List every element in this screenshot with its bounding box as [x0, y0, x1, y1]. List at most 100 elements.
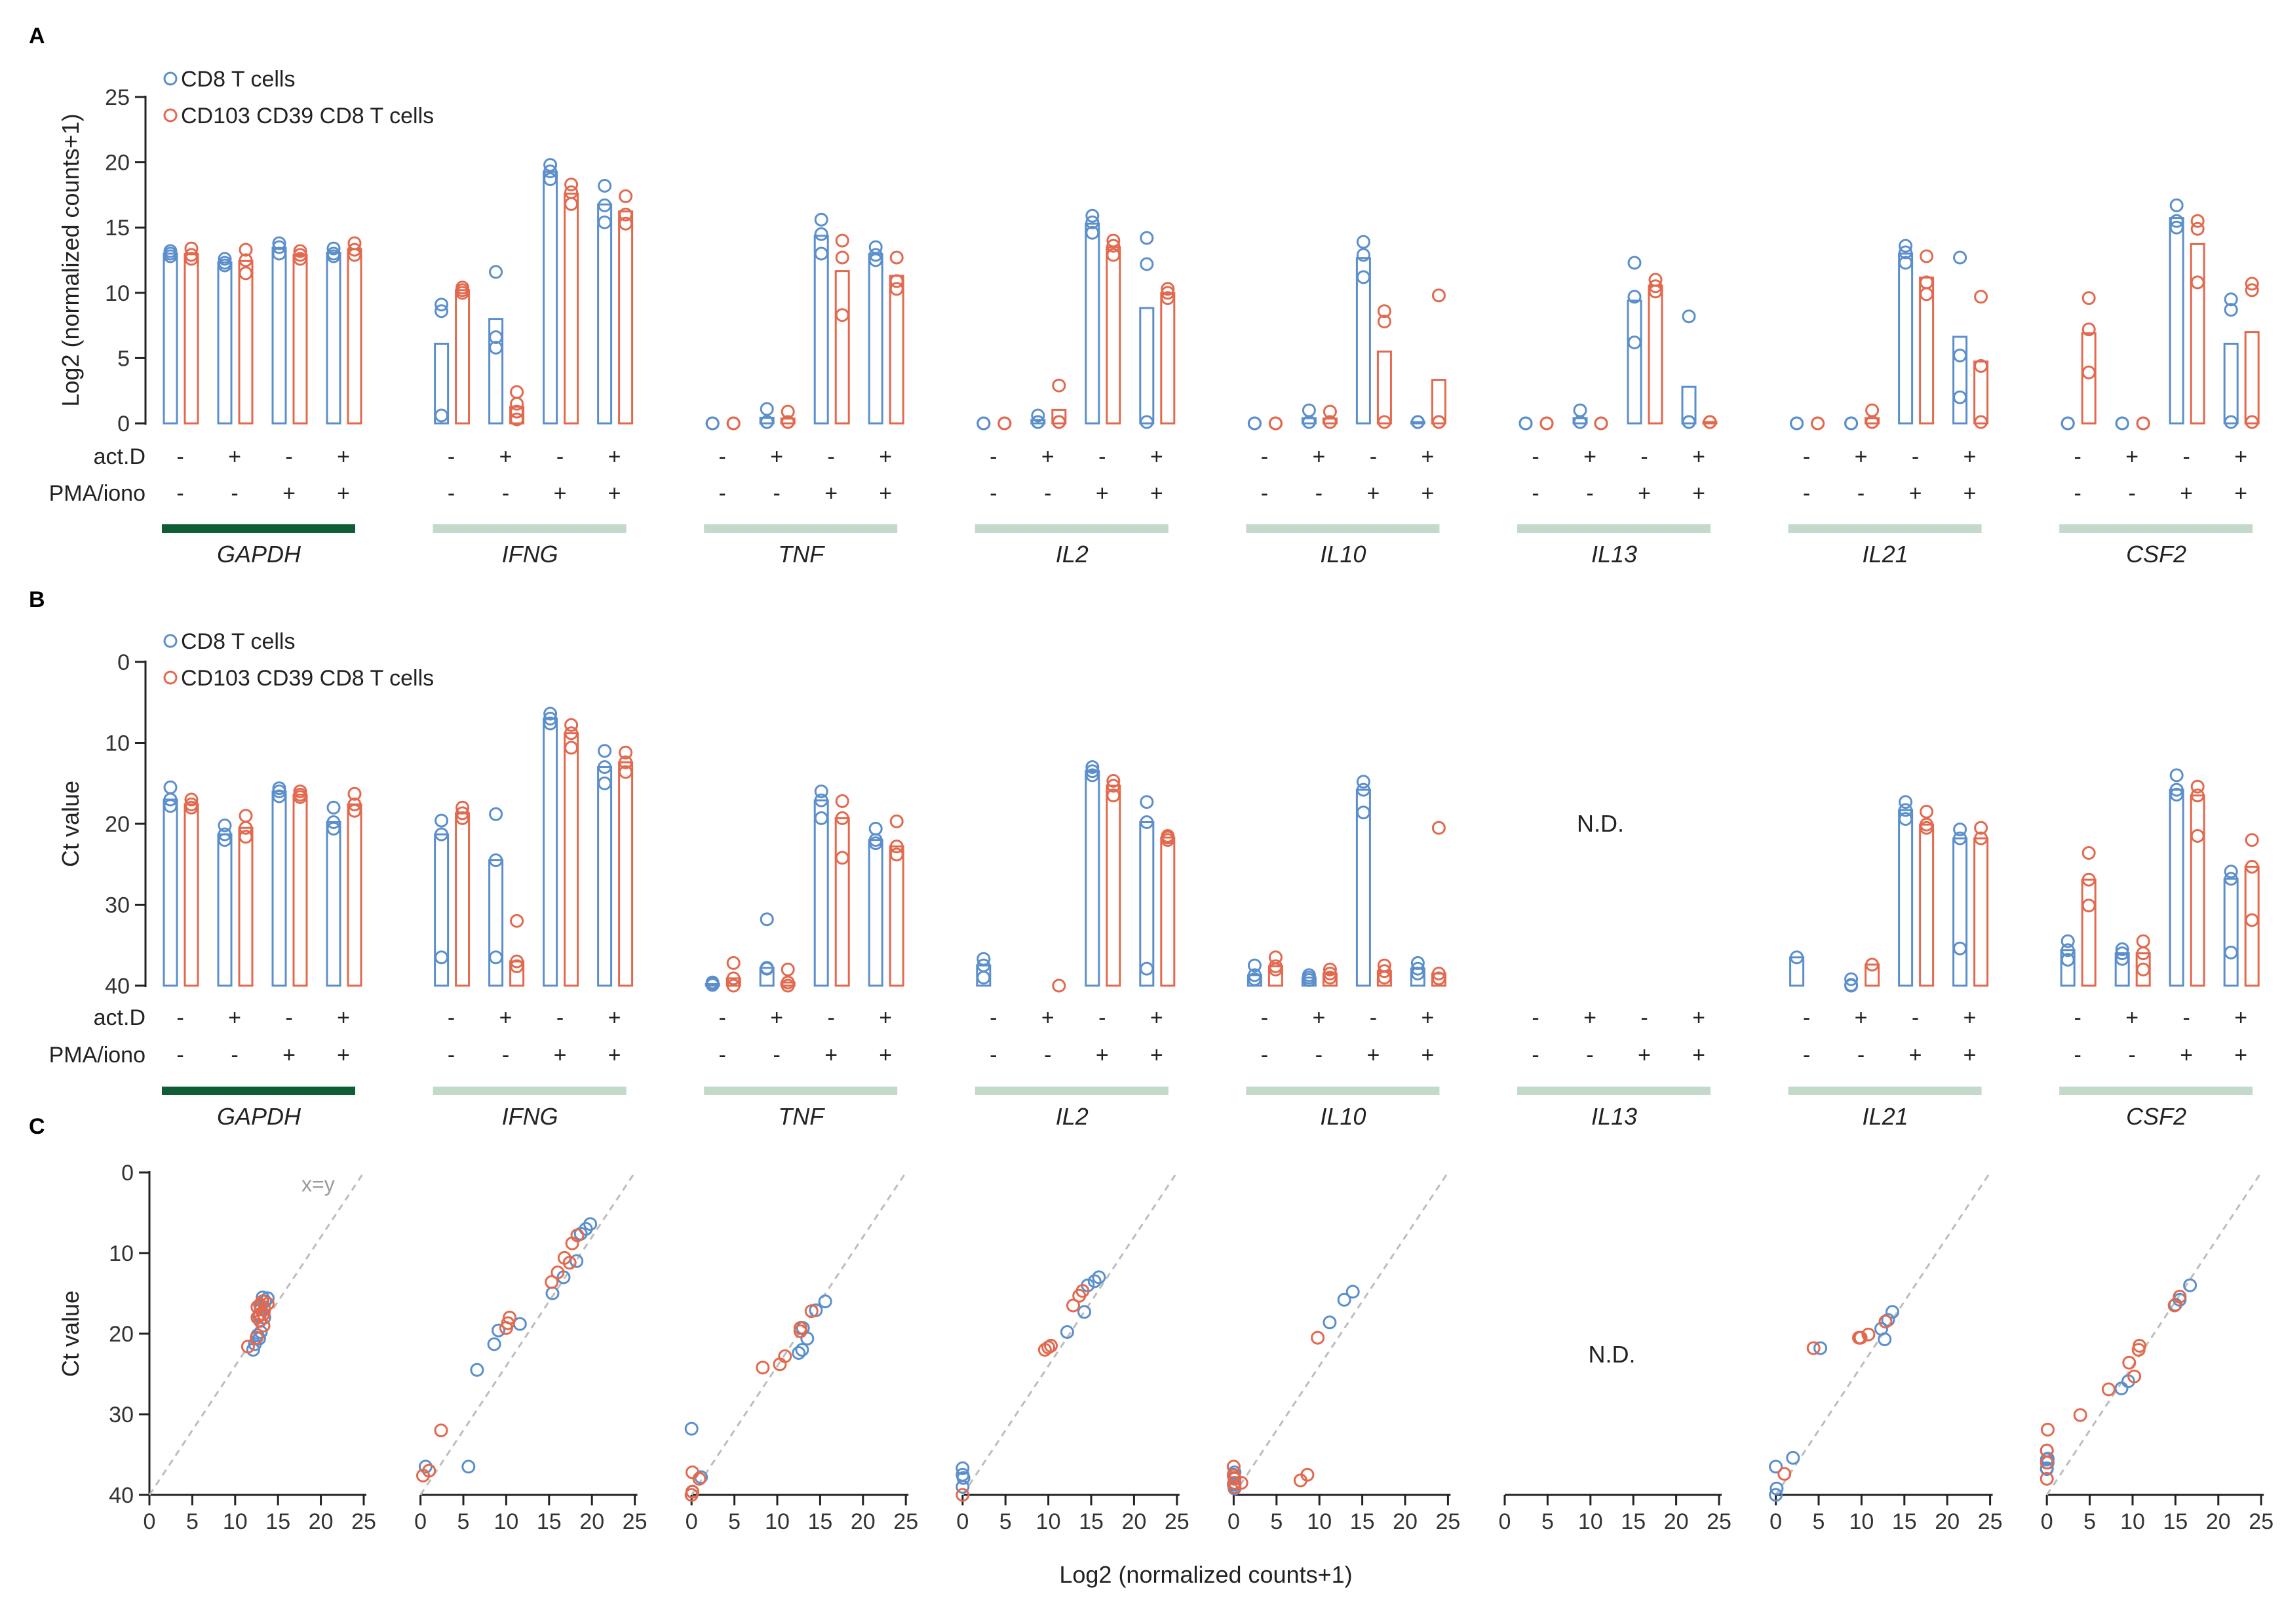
c-point-csf2-cd103-5: [2040, 1471, 2054, 1486]
point-a-csf2-cd8-3-0: [2224, 292, 2238, 307]
point-b-il10-cd103-2-1: [1377, 964, 1391, 978]
c-point-gapdh-cd103-4: [250, 1330, 263, 1345]
point-a-il21-cd8-2-1: [1899, 245, 1913, 260]
gene-label-b-il2: IL2: [1056, 1103, 1089, 1130]
bar-a-gapdh-cd8-2: [271, 246, 287, 425]
gene-label-b-csf2: CSF2: [2126, 1103, 2186, 1130]
pma-sign-a-il21-3: +: [1963, 481, 1977, 506]
point-b-gapdh-cd8-0-2: [163, 799, 178, 813]
pma-sign-b-tnf-0: -: [719, 1043, 726, 1068]
c-x-tick-label-tnf-0: 0: [686, 1509, 698, 1534]
bar-a-gapdh-cd103-1: [238, 260, 254, 425]
point-a-il13-cd8-2-2: [1627, 336, 1642, 349]
actd-sign-a-il10-0: -: [1261, 444, 1268, 469]
actd-sign-a-gapdh-3: +: [337, 444, 350, 469]
actd-sign-b-tnf-2: -: [828, 1005, 835, 1030]
bar-b-csf2-cd8-2: [2169, 788, 2184, 987]
point-a-il10-cd103-3-0: [1431, 288, 1446, 303]
point-a-gapdh-cd8-2-1: [272, 240, 286, 254]
point-a-il10-cd103-1-0: [1323, 404, 1337, 419]
bar-a-il10-cd103-2: [1376, 350, 1392, 425]
c-y-tick-label-0: 0: [121, 1161, 134, 1186]
point-b-il21-cd103-3-1: [1974, 831, 1988, 845]
gene-label-a-il2: IL2: [1056, 541, 1089, 568]
point-a-ifng-cd103-2-0: [564, 178, 579, 191]
point-a-il10-cd103-2-2: [1377, 415, 1391, 429]
c-point-il21-cd103-5: [1852, 1330, 1866, 1345]
actd-sign-b-il2-2: -: [1098, 1005, 1106, 1030]
pma-sign-b-gapdh-1: -: [231, 1043, 238, 1068]
point-a-ifng-cd8-3-1: [598, 198, 612, 212]
c-point-ifng-cd103-5: [416, 1469, 430, 1482]
bar-b-ifng-cd8-0: [434, 833, 450, 987]
c-point-tnf-cd103-6: [756, 1361, 770, 1375]
bar-a-gapdh-cd103-0: [184, 253, 199, 425]
c-x-tick-label-ifng-0: 0: [414, 1509, 427, 1534]
gene-label-b-il21: IL21: [1863, 1103, 1908, 1130]
y-tick-label-b-20: 20: [105, 812, 130, 837]
point-b-tnf-cd103-1-2: [781, 978, 795, 993]
gene-label-a-il13: IL13: [1591, 541, 1637, 568]
legend-a-cd103-label: CD103 CD39 CD8 T cells: [181, 104, 434, 128]
bar-b-csf2-cd103-3: [2244, 866, 2260, 987]
point-a-tnf-cd8-0-2: [705, 416, 720, 431]
actd-sign-a-il21-3: +: [1963, 444, 1977, 469]
bar-b-ifng-cd8-1: [488, 859, 504, 987]
legend-b-cd8-marker: [163, 634, 178, 648]
point-b-gapdh-cd8-2-1: [272, 784, 286, 799]
point-b-il2-cd8-2-1: [1085, 764, 1100, 779]
point-a-il2-cd8-0-2: [977, 416, 991, 431]
point-b-csf2-cd8-3-1: [2224, 872, 2238, 886]
point-a-ifng-cd8-0-1: [435, 304, 449, 319]
c-point-il2-cd103-6: [1037, 1343, 1052, 1357]
point-a-csf2-cd8-2-0: [2169, 198, 2184, 212]
point-a-ifng-cd103-3-2: [619, 216, 633, 231]
gene-bar-b-il13: [1517, 1087, 1711, 1095]
c-x-tick-label-gapdh-0: 0: [144, 1509, 156, 1534]
bar-b-gapdh-cd103-3: [347, 803, 362, 987]
point-b-csf2-cd103-2-0: [2190, 779, 2205, 794]
gene-bar-a-il21: [1788, 524, 1982, 533]
c-x-tick-label-il21-20: 20: [1935, 1509, 1960, 1534]
point-a-il13-cd103-2-1: [1648, 279, 1663, 294]
point-b-il10-cd103-3-2: [1431, 971, 1446, 986]
point-a-il2-cd8-1-0: [1031, 408, 1045, 423]
point-b-csf2-cd8-2-0: [2169, 768, 2184, 783]
actd-sign-b-il21-0: -: [1803, 1005, 1810, 1030]
bar-b-ifng-cd8-3: [597, 766, 613, 987]
nd-label-c-il13: N.D.: [1589, 1341, 1636, 1368]
treatment-label-actd-b: act.D: [94, 1005, 145, 1030]
pma-sign-b-il21-1: -: [1857, 1043, 1865, 1068]
point-a-il21-cd103-1-0: [1865, 403, 1880, 417]
actd-sign-a-csf2-3: +: [2234, 444, 2247, 469]
gene-bar-a-csf2: [2059, 524, 2253, 533]
actd-sign-b-il13-0: -: [1532, 1005, 1539, 1030]
actd-sign-a-ifng-2: -: [556, 444, 564, 469]
point-a-il2-cd103-2-0: [1106, 233, 1121, 248]
c-point-csf2-cd103-2: [2073, 1408, 2087, 1422]
point-a-csf2-cd103-3-1: [2245, 283, 2259, 298]
point-b-il10-cd103-3-1: [1431, 967, 1446, 980]
diag-line-il10: [1233, 1172, 1449, 1496]
pma-sign-a-ifng-0: -: [448, 481, 455, 506]
bar-a-gapdh-cd103-2: [292, 254, 308, 425]
panel-letter-c: C: [29, 1114, 45, 1139]
gene-label-b-il10: IL10: [1320, 1103, 1366, 1130]
bar-b-tnf-cd8-3: [868, 839, 883, 987]
gene-bar-a-tnf: [704, 524, 898, 533]
point-a-il21-cd8-3-1: [1953, 348, 1967, 362]
point-b-tnf-cd103-3-2: [889, 847, 904, 862]
point-a-il13-cd8-3-0: [1682, 309, 1696, 324]
c-x-tick-label-gapdh-25: 25: [351, 1509, 376, 1534]
c-x-tick-label-il13-0: 0: [1499, 1509, 1511, 1534]
gene-label-a-csf2: CSF2: [2126, 541, 2186, 568]
c-point-il10-cd103-5: [1293, 1473, 1307, 1488]
actd-sign-a-il2-3: +: [1150, 444, 1163, 469]
point-b-ifng-cd103-0-2: [455, 811, 470, 825]
c-point-csf2-cd103-10: [2127, 1369, 2142, 1383]
point-a-csf2-cd103-3-2: [2245, 415, 2259, 429]
point-b-il2-cd103-1-0: [1052, 978, 1066, 993]
point-a-csf2-cd103-2-1: [2190, 222, 2205, 236]
point-a-il13-cd103-0-2: [1539, 416, 1554, 431]
point-b-csf2-cd103-1-0: [2136, 934, 2150, 948]
